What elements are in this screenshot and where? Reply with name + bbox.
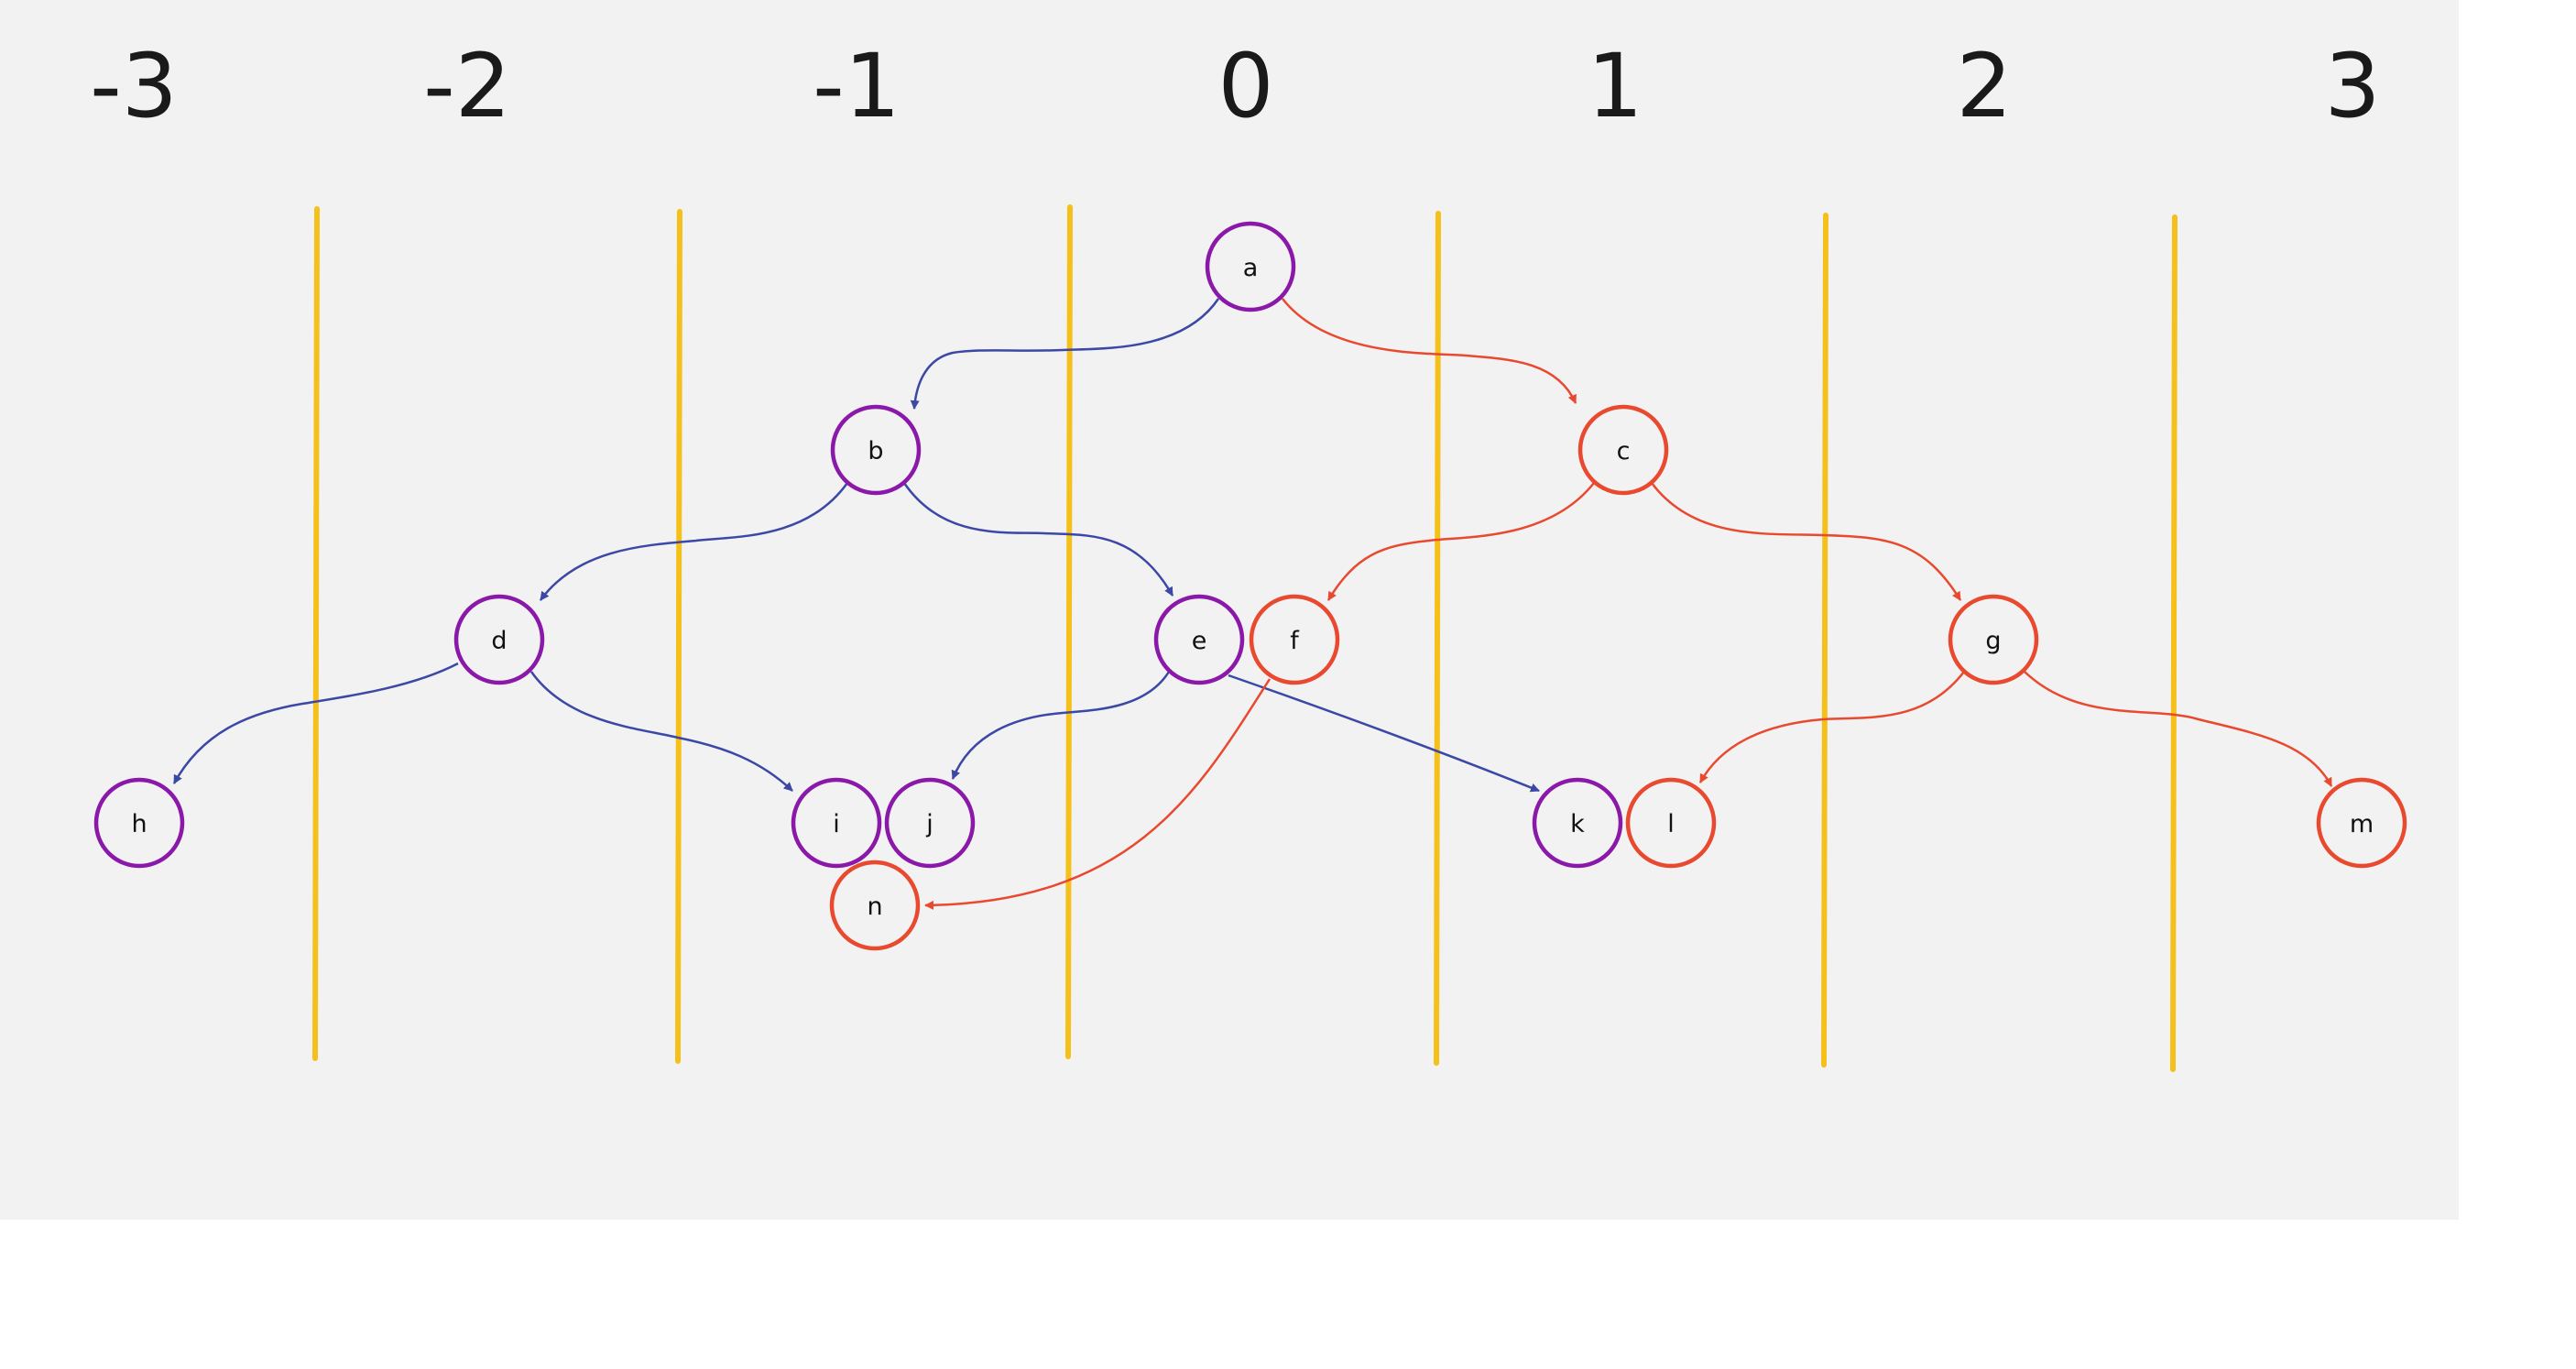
edge-g-l — [1698, 671, 1965, 783]
node-circle-n — [829, 860, 921, 951]
node-label-j: j — [925, 810, 933, 838]
node-label-b: b — [868, 437, 883, 465]
column-label-2: 2 — [1956, 35, 2012, 137]
node-circle-h — [93, 777, 185, 869]
edge-a-b — [910, 298, 1220, 410]
node-circle-l — [1625, 777, 1717, 869]
node-g: g — [1948, 594, 2039, 685]
edge-c-g — [1650, 482, 1962, 601]
node-a: a — [1205, 221, 1296, 312]
node-label-k: k — [1570, 810, 1585, 838]
edge-b-d — [539, 482, 849, 601]
node-label-m: m — [2350, 810, 2374, 838]
edges-layer — [172, 298, 2333, 910]
node-d: d — [453, 594, 545, 685]
column-divider — [675, 209, 682, 1064]
node-label-i: i — [833, 810, 840, 838]
node-f: f — [1249, 594, 1340, 685]
edge-e-j — [951, 671, 1171, 780]
edge-g-m — [2024, 671, 2333, 787]
node-label-d: d — [491, 627, 507, 655]
column-divider — [1434, 211, 1441, 1066]
node-label-a: a — [1243, 254, 1259, 282]
column-divider — [1821, 213, 1828, 1068]
node-label-l: l — [1667, 810, 1675, 838]
node-circle-e — [1153, 594, 1245, 685]
node-circle-i — [791, 777, 882, 869]
column-label-neg2: -2 — [423, 35, 511, 137]
column-divider — [312, 206, 320, 1061]
node-circle-a — [1205, 221, 1296, 312]
column-label-1: 1 — [1587, 35, 1643, 137]
node-label-n: n — [867, 893, 882, 921]
edge-d-i — [529, 671, 793, 792]
column-label-neg1: -1 — [813, 35, 901, 137]
node-circle-g — [1948, 594, 2039, 685]
node-circle-j — [884, 777, 976, 869]
node-label-c: c — [1617, 437, 1631, 465]
node-e: e — [1153, 594, 1245, 685]
node-m: m — [2316, 777, 2407, 869]
edge-b-e — [902, 482, 1174, 597]
node-circle-d — [453, 594, 545, 685]
node-n: n — [829, 860, 921, 951]
node-label-g: g — [1985, 627, 2001, 655]
edge-d-h — [172, 662, 459, 784]
nodes-layer: a b c d e f g h i j k l m n — [93, 221, 2407, 951]
node-label-e: e — [1192, 627, 1207, 655]
column-label-0: 0 — [1217, 35, 1273, 137]
node-circle-k — [1532, 777, 1623, 869]
node-circle-f — [1249, 594, 1340, 685]
node-j: j — [884, 777, 976, 869]
node-k: k — [1532, 777, 1623, 869]
node-circle-b — [830, 404, 922, 496]
node-circle-m — [2316, 777, 2407, 869]
node-c: c — [1577, 404, 1669, 496]
column-label-3: 3 — [2324, 35, 2380, 137]
edge-f-n — [924, 678, 1272, 910]
node-l: l — [1625, 777, 1717, 869]
node-i: i — [791, 777, 882, 869]
edge-c-f — [1326, 482, 1595, 601]
node-label-h: h — [131, 810, 147, 838]
column-label-neg3: -3 — [90, 35, 178, 137]
node-circle-c — [1577, 404, 1669, 496]
column-labels: -3 -2 -1 0 1 2 3 — [90, 35, 2380, 137]
column-divider — [2170, 214, 2178, 1072]
edge-e-k — [1228, 674, 1540, 793]
node-h: h — [93, 777, 185, 869]
edge-a-c — [1282, 298, 1577, 404]
column-divider — [1065, 204, 1073, 1059]
node-b: b — [830, 404, 922, 496]
node-label-f: f — [1290, 627, 1300, 655]
